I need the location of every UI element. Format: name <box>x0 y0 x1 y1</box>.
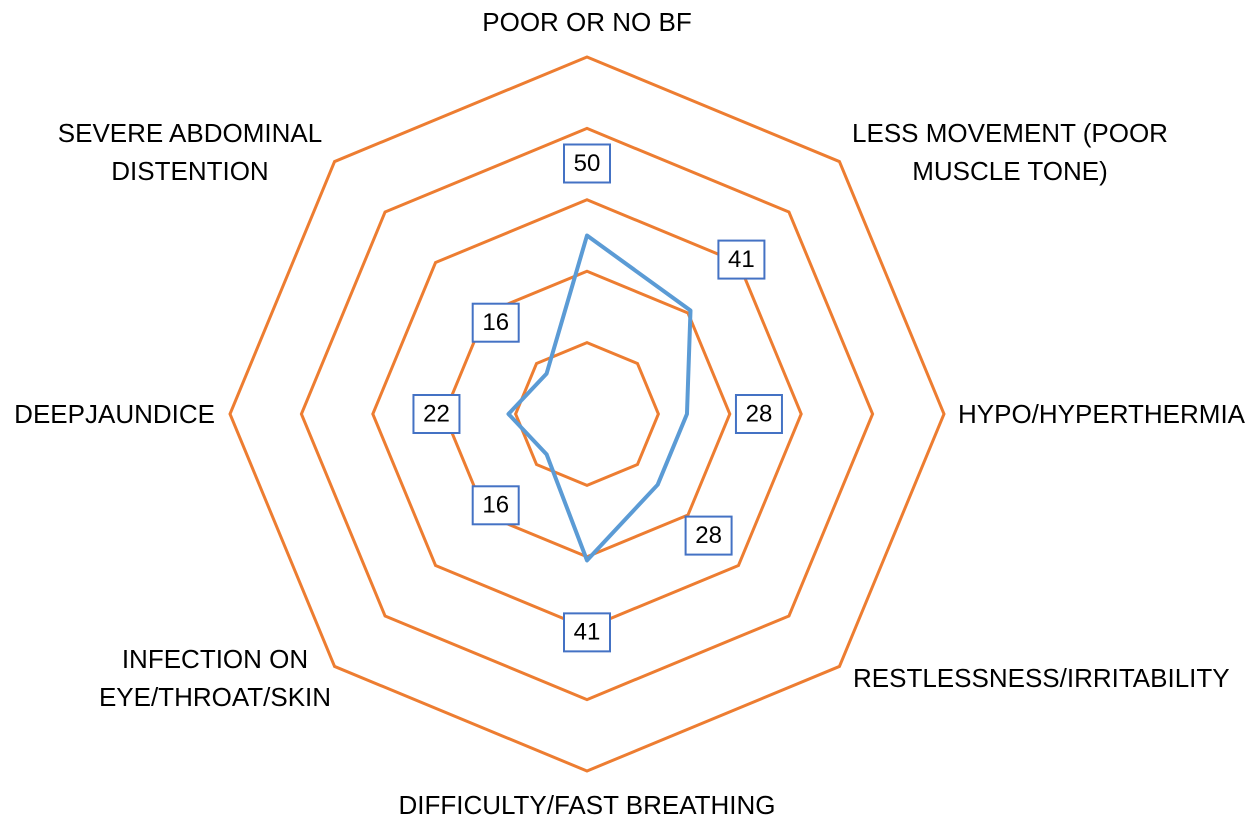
grid-ring <box>228 55 946 773</box>
category-label: DIFFICULTY/FAST BREATHING <box>398 790 776 820</box>
data-label: 41 <box>728 246 755 273</box>
grid-ring <box>513 340 661 488</box>
data-label-box <box>563 612 611 653</box>
data-label: 41 <box>574 619 601 646</box>
data-label-box <box>717 239 766 280</box>
data-label: 28 <box>746 400 773 427</box>
data-label: 16 <box>482 309 509 336</box>
category-label: LESS MOVEMENT (POOR MUSCLE TONE) <box>852 118 1168 186</box>
category-label: DEEPJAUNDICE <box>14 399 215 429</box>
data-label: 22 <box>423 400 450 427</box>
category-label: POOR OR NO BF <box>482 7 692 37</box>
data-label: 28 <box>695 522 722 549</box>
data-label-box <box>471 302 520 343</box>
grid-ring <box>299 126 875 702</box>
category-label: SEVERE ABDOMINAL DISTENTION <box>57 118 323 186</box>
data-label-box <box>734 394 783 434</box>
data-label-box <box>412 394 461 434</box>
data-label: 50 <box>574 150 601 177</box>
category-label: INFECTION ON EYE/THROAT/SKIN <box>98 644 332 712</box>
data-label-box <box>563 143 611 184</box>
category-label: RESTLESSNESS/IRRITABILITY <box>853 663 1230 693</box>
category-label: HYPO/HYPERTHERMIA <box>958 399 1246 429</box>
data-label: 16 <box>482 492 509 519</box>
series-line <box>506 233 693 563</box>
data-label-box <box>471 485 520 526</box>
data-label-box <box>684 515 733 556</box>
